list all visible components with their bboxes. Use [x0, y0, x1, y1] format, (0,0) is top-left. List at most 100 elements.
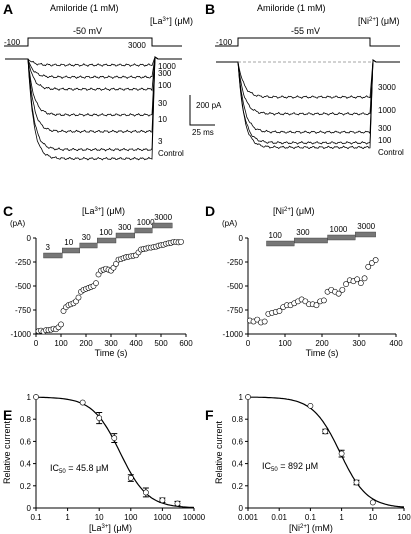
axes	[247, 394, 404, 509]
data-point	[96, 415, 103, 421]
x-tick-label: 1000	[154, 513, 172, 522]
panel-f-dose-response: F IC50 = 892 μM [Ni2+] (mM) 0 0.2 0.4 0.6 0.…	[205, 393, 411, 533]
trace-label-10: 10	[158, 115, 167, 124]
current-trace-Control	[5, 56, 182, 161]
data-point	[142, 489, 149, 496]
concentration-bar-1000	[134, 227, 153, 234]
data-point	[338, 450, 345, 457]
x-tick-label: 1	[339, 513, 344, 522]
x-tick-label: 100	[124, 513, 138, 522]
y-tick-label: 0	[27, 234, 32, 243]
panel-a-step-label: 3000	[128, 41, 146, 50]
x-tick-label: 0.01	[271, 513, 287, 522]
panel-b-voltage-label: -55 mV	[291, 26, 320, 36]
x-axis-label: Time (s)	[95, 348, 128, 358]
panel-b-traces	[216, 59, 400, 150]
panel-e-ic50-label: IC50 = 45.8 μM	[50, 463, 109, 475]
panel-a-voltage-label: -50 mV	[73, 26, 102, 36]
trace-label-300: 300	[158, 69, 172, 78]
y-tick-label: 0	[239, 504, 244, 513]
trace-label-3: 3	[158, 137, 163, 146]
concentration-label-100: 100	[99, 228, 113, 237]
concentration-label-1000: 1000	[330, 225, 348, 234]
y-tick-label: 0	[27, 504, 32, 513]
x-tick-label: 100	[54, 339, 68, 348]
panel-d-time-course: D (pA) [Ni2+] (μM) 0-250-500-750-10000 10…	[205, 203, 403, 358]
data-point	[127, 475, 134, 481]
trace-label-300: 300	[378, 124, 392, 133]
trace-label-1000: 1000	[158, 62, 176, 71]
trace-label-Control: Control	[378, 148, 404, 157]
panel-a-traces	[5, 56, 182, 161]
concentration-label-30: 30	[82, 233, 91, 242]
data-point	[93, 280, 99, 287]
concentration-label-300: 300	[296, 228, 310, 237]
x-tick-label: 0.1	[305, 513, 317, 522]
current-trace-300	[5, 56, 182, 80]
panel-a-drug-label: [La3+] (μM)	[150, 16, 193, 26]
concentration-label-3: 3	[46, 243, 51, 252]
concentration-label-300: 300	[118, 223, 132, 232]
panel-a-voltage-step	[4, 37, 182, 47]
y-axis-label: Relative current	[214, 420, 224, 484]
data-point	[159, 497, 166, 504]
panel-b-letter: B	[205, 1, 215, 17]
x-axis-label: Time (s)	[306, 348, 339, 358]
data-point	[113, 261, 119, 267]
data-point	[307, 402, 314, 409]
x-tick-label: 0.001	[238, 513, 259, 522]
panel-c-drug-label: [La3+] (μM)	[82, 206, 125, 216]
data-point	[354, 276, 361, 283]
data-point	[245, 394, 251, 400]
data-point	[33, 394, 39, 400]
concentration-bar-300	[115, 232, 135, 239]
panel-e-letter: E	[3, 407, 12, 423]
y-tick-label: 1	[27, 393, 32, 402]
panel-a-letter: A	[3, 1, 13, 17]
concentration-bar-100	[97, 237, 117, 244]
x-tick-label: 0	[246, 339, 251, 348]
x-tick-label: 100	[397, 513, 411, 522]
data-point	[320, 297, 327, 304]
panel-f-ic50-label: IC50 = 892 μM	[262, 461, 318, 473]
data-point	[343, 281, 349, 287]
x-tick-label: 10	[368, 513, 377, 522]
y-axis-label: Relative current	[2, 420, 12, 484]
x-tick-label: 1	[65, 513, 70, 522]
current-trace-100	[5, 56, 182, 92]
data-point	[313, 302, 320, 309]
y-tick-label: 0.2	[232, 482, 244, 491]
panel-b-voltage-step	[215, 37, 400, 47]
y-tick-label: 0	[239, 234, 244, 243]
x-tick-label: 0	[34, 339, 39, 348]
panel-b-condition: Amiloride (1 mM)	[257, 3, 326, 13]
data-point	[79, 399, 86, 406]
panel-d-y-unit: (pA)	[222, 219, 237, 228]
y-tick-label: -750	[227, 306, 244, 315]
y-tick-label: 0.6	[232, 437, 244, 446]
panel-a-scale-current: 200 pA	[196, 101, 222, 110]
current-trace-Control	[216, 59, 400, 150]
data-point	[276, 308, 283, 314]
x-tick-label: 500	[154, 339, 168, 348]
data-point	[365, 263, 372, 270]
y-tick-label: 0.2	[20, 482, 32, 491]
trace-label-3000: 3000	[378, 83, 396, 92]
x-tick-label: 100	[278, 339, 292, 348]
fit-curve	[248, 396, 405, 508]
x-tick-label: 400	[389, 339, 403, 348]
data-point	[335, 290, 342, 297]
data-point	[339, 286, 346, 293]
concentration-label-3000: 3000	[357, 222, 375, 231]
y-tick-label: -1000	[223, 330, 244, 339]
trace-label-Control: Control	[158, 149, 184, 158]
data-point	[353, 479, 360, 486]
fit-curve	[35, 396, 195, 509]
data-point	[372, 257, 379, 263]
data-point	[369, 499, 376, 506]
panel-b-trace-labels: 3000 1000 300 100 Control	[378, 83, 404, 157]
x-tick-label: 200	[79, 339, 93, 348]
y-tick-label: -500	[15, 282, 32, 291]
current-trace-100	[216, 59, 400, 145]
panel-f-letter: F	[205, 407, 214, 423]
